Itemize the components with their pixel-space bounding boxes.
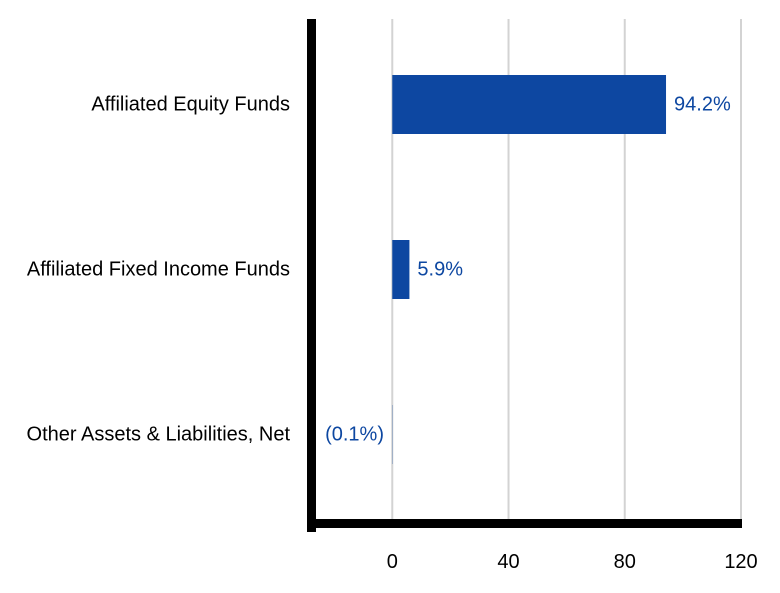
y-axis-line [307, 19, 316, 532]
x-tick-label-120: 120 [724, 551, 757, 573]
x-tick-label-80: 80 [614, 551, 636, 573]
data-labels: 94.2% 5.9% (0.1%) [325, 94, 731, 446]
x-tick-labels: 0 40 80 120 [387, 551, 758, 573]
bar-3 [391, 405, 393, 464]
bars [391, 75, 667, 464]
x-axis-line [307, 519, 742, 528]
data-label-2: 5.9% [417, 259, 463, 281]
x-tick-label-40: 40 [497, 551, 519, 573]
x-tick-label-0: 0 [387, 551, 398, 573]
data-label-3: (0.1%) [325, 424, 384, 446]
category-label-3: Other Assets & Liabilities, Net [27, 424, 291, 446]
category-label-2: Affiliated Fixed Income Funds [27, 259, 290, 281]
axes [307, 19, 742, 532]
bar-1 [392, 75, 667, 134]
bar-2 [392, 240, 410, 299]
category-label-1: Affiliated Equity Funds [91, 94, 290, 116]
category-labels: Affiliated Equity Funds Affiliated Fixed … [27, 94, 291, 446]
data-label-1: 94.2% [674, 94, 731, 116]
